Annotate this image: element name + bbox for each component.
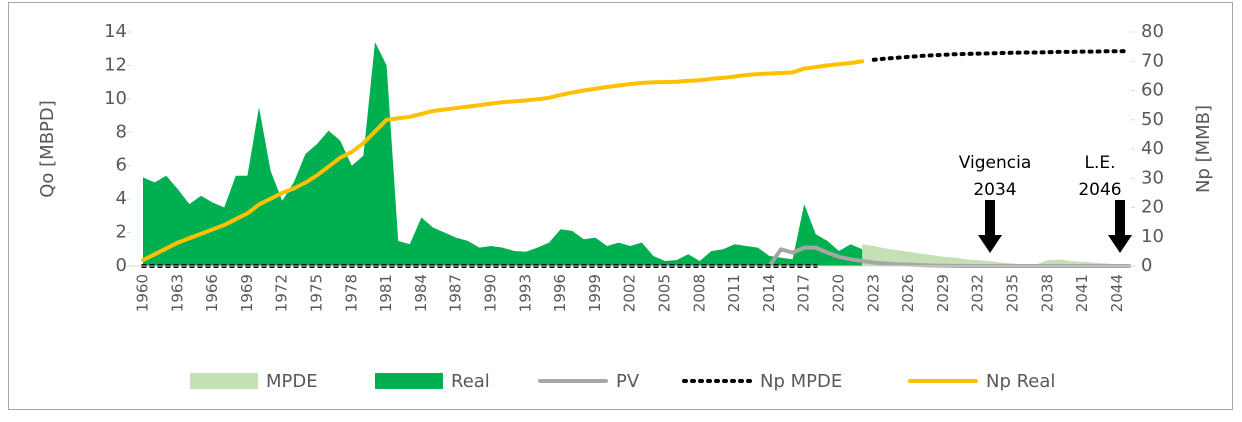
x-tick-label: 2044 xyxy=(1108,274,1126,312)
plot-area: 0 2 4 6 8 10 12 14 0 10 20 30 40 50 60 70 80 1960 1963 1966… xyxy=(104,21,1164,312)
x-tick-label: 1999 xyxy=(586,274,604,312)
x-tick-label: 1966 xyxy=(203,274,221,312)
annotations: Vigencia 2034 L.E. 2046 xyxy=(959,153,1132,253)
y2-tick-label: 10 xyxy=(1141,226,1164,247)
y2-tick-label: 30 xyxy=(1141,167,1164,188)
annotation-arrow xyxy=(1108,200,1132,253)
x-tick-label: 1987 xyxy=(447,274,465,312)
legend-label: PV xyxy=(616,371,640,392)
x-tick-label: 1993 xyxy=(516,274,534,312)
x-tick-label: 1978 xyxy=(342,274,360,312)
x-tick-label: 1972 xyxy=(273,274,291,312)
annotation-text: 2046 xyxy=(1078,180,1121,200)
y2-tick-label: 50 xyxy=(1141,109,1164,130)
x-tick-label: 2011 xyxy=(725,274,743,312)
annotation-text: L.E. xyxy=(1084,153,1115,173)
x-tick-label: 2014 xyxy=(760,274,778,312)
area xyxy=(143,42,863,267)
y-tick-label: 4 xyxy=(116,188,127,209)
x-tick-label: 1963 xyxy=(168,274,186,312)
x-tick-label: 1969 xyxy=(238,274,256,312)
x-tick-label: 2041 xyxy=(1073,274,1091,312)
x-tick-label: 2005 xyxy=(656,274,674,312)
x-tick-label: 1975 xyxy=(308,274,326,312)
y-tick-label: 10 xyxy=(104,88,127,109)
annotation-text: 2034 xyxy=(973,180,1016,200)
legend-swatch xyxy=(190,373,258,389)
x-tick-label: 1996 xyxy=(551,274,569,312)
y-tick-label: 14 xyxy=(104,21,127,42)
legend-label: Np MPDE xyxy=(760,371,842,392)
line xyxy=(141,59,865,263)
legend-swatch xyxy=(375,373,443,389)
annotation-arrow xyxy=(978,200,1002,253)
x-tick-label: 2017 xyxy=(795,274,813,312)
x-tick-label: 2035 xyxy=(1004,274,1022,312)
x-tick-label: 2020 xyxy=(830,274,848,312)
x-tick-label: 2023 xyxy=(864,274,882,312)
y-tick-label: 12 xyxy=(104,54,127,75)
x-tick-label: 1984 xyxy=(412,274,430,312)
x-tick-label: 2029 xyxy=(934,274,952,312)
y2-tick-label: 60 xyxy=(1141,80,1164,101)
y2-tick-label: 70 xyxy=(1141,50,1164,71)
y-tick-label: 6 xyxy=(116,155,127,176)
y2-tick-label: 20 xyxy=(1141,197,1164,218)
y2-axis-label: Np [MMB] xyxy=(1193,105,1214,193)
x-tick-label: 2026 xyxy=(899,274,917,312)
x-tick-label: 1960 xyxy=(134,274,152,312)
y-tick-label: 8 xyxy=(116,121,127,142)
y2-tick-label: 40 xyxy=(1141,138,1164,159)
x-tick-label: 1981 xyxy=(377,274,395,312)
area xyxy=(862,244,1129,266)
y-tick-label: 0 xyxy=(116,255,127,276)
y2-tick-label: 0 xyxy=(1141,255,1152,276)
legend-label: MPDE xyxy=(266,371,318,392)
legend-label: Real xyxy=(451,371,490,392)
y2-tick-label: 80 xyxy=(1141,21,1164,42)
y-axis-label: Qo [MBPD] xyxy=(37,100,58,198)
x-tick-label: 1990 xyxy=(482,274,500,312)
legend: MPDE Real PV Np MPDE Np Real xyxy=(190,371,1055,392)
y-tick-label: 2 xyxy=(116,222,127,243)
x-tick-label: 2038 xyxy=(1038,274,1056,312)
annotation-text: Vigencia xyxy=(959,153,1032,173)
x-tick-label: 2002 xyxy=(621,274,639,312)
legend-label: Np Real xyxy=(986,371,1055,392)
x-tick-label: 2032 xyxy=(969,274,987,312)
x-tick-label: 2008 xyxy=(690,274,708,312)
